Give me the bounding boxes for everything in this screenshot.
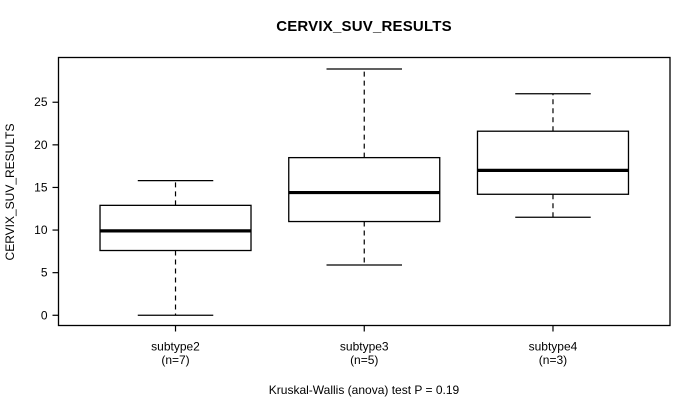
x-category-label: subtype4	[529, 340, 578, 354]
y-tick-label: 10	[34, 223, 48, 237]
x-category-sublabel: (n=5)	[350, 353, 378, 367]
boxplot-subtype4: subtype4(n=3)	[476, 93, 630, 367]
x-category-sublabel: (n=3)	[539, 353, 567, 367]
y-tick-label: 15	[34, 180, 48, 194]
stat-test-caption: Kruskal-Wallis (anova) test P = 0.19	[268, 383, 460, 397]
y-tick-label: 20	[34, 138, 48, 152]
chart-title: CERVIX_SUV_RESULTS	[276, 18, 452, 35]
x-category-label: subtype3	[340, 340, 389, 354]
y-tick-label: 25	[34, 95, 48, 109]
boxplot-subtype3: subtype3(n=5)	[288, 68, 441, 367]
y-tick-label: 5	[41, 266, 48, 280]
y-tick-label: 0	[41, 308, 48, 322]
iqr-box	[476, 130, 630, 195]
iqr-box	[288, 156, 441, 223]
boxplot-subtype2: subtype2(n=7)	[99, 180, 252, 367]
x-category-sublabel: (n=7)	[161, 353, 189, 367]
x-category-label: subtype2	[151, 340, 200, 354]
iqr-box	[99, 204, 252, 252]
